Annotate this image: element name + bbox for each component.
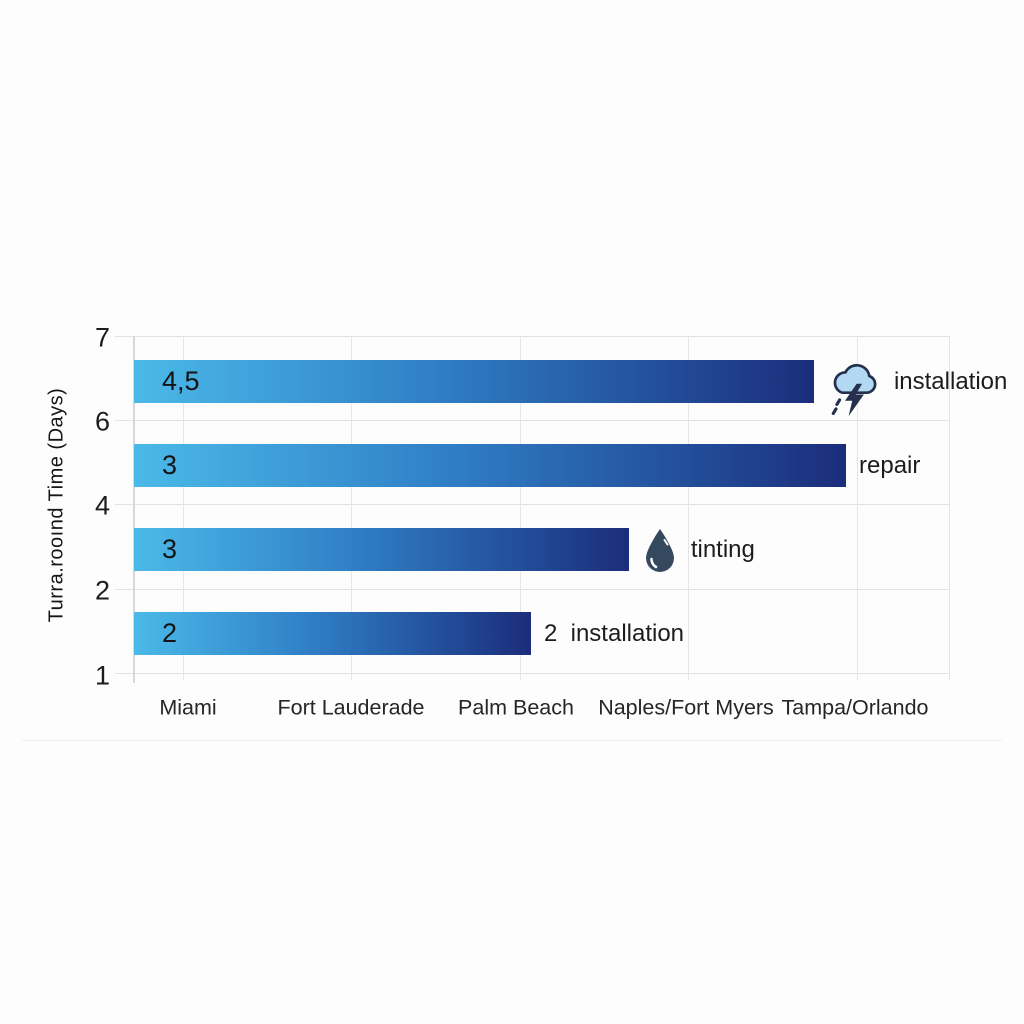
- bottom-divider: [22, 740, 1002, 741]
- bar-value: 4,5: [162, 366, 200, 396]
- bar-label: 2 installation: [543, 619, 685, 647]
- bar-row-tinting: 3 tinting: [134, 527, 1024, 573]
- gridline-horizontal: [115, 504, 950, 505]
- bar-label: installation: [893, 367, 1008, 395]
- y-tick-label: 4: [94, 490, 110, 521]
- bar-tinting: 3: [134, 528, 629, 571]
- gridline-horizontal: [115, 589, 950, 590]
- bar-value: 2: [162, 618, 178, 648]
- bar-installation: 4,5: [134, 360, 814, 403]
- y-axis-line: [133, 336, 135, 683]
- bar-row-installation-2: 2 2 installation: [134, 612, 1024, 655]
- bar-installation-2: 2: [134, 612, 531, 655]
- y-tick-label: 1: [94, 660, 110, 691]
- x-axis-label-palm-beach: Palm Beach: [458, 695, 574, 720]
- bar-label: repair: [859, 451, 921, 479]
- plot-area: [115, 336, 950, 680]
- y-tick-label: 2: [94, 575, 110, 606]
- bar-value: 3: [162, 534, 178, 564]
- x-axis-label-miami: Miami: [159, 695, 217, 720]
- x-axis-label-naples-fort-myers: Naples/Fort Myers: [598, 695, 774, 720]
- gridline-horizontal: [115, 336, 950, 337]
- gridline-horizontal: [115, 420, 950, 421]
- gridline-vertical: [949, 336, 950, 680]
- x-axis-label-tampa-orlando: Tampa/Orlando: [781, 695, 929, 720]
- water-drop-icon: [642, 527, 678, 573]
- bar-row-installation: 4,5 installation: [134, 360, 1024, 416]
- y-tick-label: 7: [94, 322, 110, 353]
- gridline-vertical: [183, 336, 184, 680]
- bar-value: 3: [162, 450, 178, 480]
- bar-label: tinting: [690, 535, 755, 563]
- gridline-vertical: [688, 336, 689, 680]
- gridline-horizontal: [115, 673, 950, 674]
- x-axis-label-fort-lauderade: Fort Lauderade: [277, 695, 425, 720]
- storm-cloud-icon: [827, 359, 881, 421]
- gridline-vertical: [520, 336, 521, 680]
- bar-row-repair: 3 repair: [134, 444, 1024, 487]
- y-tick-label: 6: [94, 406, 110, 437]
- gridline-vertical: [857, 336, 858, 680]
- bar-repair: 3: [134, 444, 846, 487]
- gridline-vertical: [351, 336, 352, 680]
